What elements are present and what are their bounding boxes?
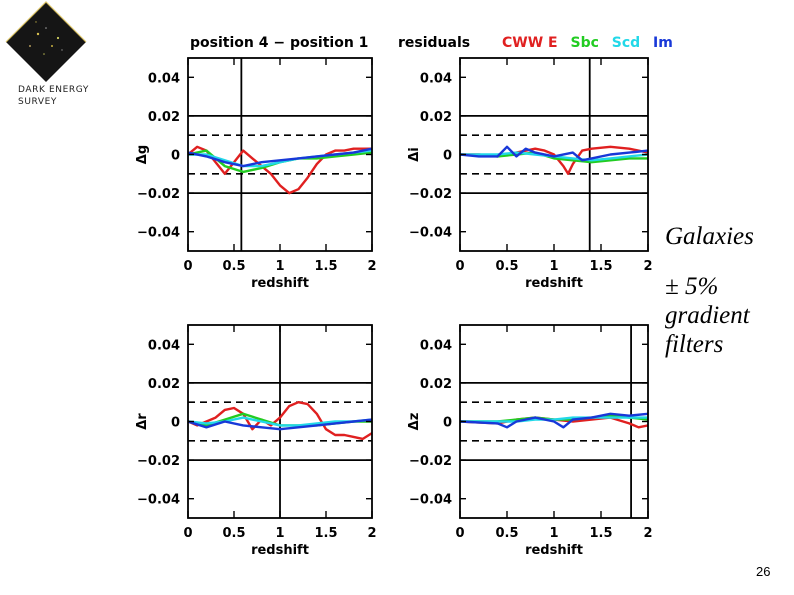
side-text-line-3: gradient bbox=[665, 302, 750, 329]
panel-2-ytick-label-0: 0.04 bbox=[148, 338, 180, 353]
logo-line-1: DARK ENERGY bbox=[18, 85, 89, 95]
legend-entry-0: CWW E bbox=[502, 35, 558, 51]
panel-2-series-0 bbox=[188, 401, 372, 441]
header-right-title: residuals bbox=[398, 35, 470, 51]
panel-1-series-3 bbox=[460, 145, 648, 162]
panel-0-xlabel: redshift bbox=[251, 276, 309, 291]
legend-entry-3: Im bbox=[653, 35, 673, 51]
panel-2-series-3 bbox=[188, 418, 372, 431]
panel-1-series-1 bbox=[460, 151, 648, 164]
panel-0-ytick-label-1: 0.02 bbox=[148, 110, 180, 125]
panel-1-ytick-label-1: 0.02 bbox=[420, 110, 452, 125]
page-number: 26 bbox=[756, 564, 771, 579]
panel-1-xtick-label-0: 0 bbox=[455, 259, 464, 274]
panel-0-ytick-label-4: −0.04 bbox=[137, 226, 180, 241]
panel-2-xtick-label-2: 1 bbox=[275, 526, 284, 541]
panel-2-ytick-label-2: 0 bbox=[171, 416, 180, 431]
panel-0-series bbox=[188, 145, 372, 195]
panel-1-ytick-label-0: 0.04 bbox=[420, 71, 452, 86]
panel-0-xtick-label-0: 0 bbox=[183, 259, 192, 274]
panel-0-ytick-label-2: 0 bbox=[171, 149, 180, 164]
panel-2-xlabel: redshift bbox=[251, 543, 309, 558]
panel-1-xtick-label-1: 0.5 bbox=[495, 259, 518, 274]
panel-2: 0.04 0.02 0 −0.02 −0.04 0 0.5 1 1.5 2 redshift Δr bbox=[135, 324, 377, 558]
panel-3-xtick-label-3: 1.5 bbox=[589, 526, 612, 541]
panel-2-ytick-label-3: −0.02 bbox=[137, 454, 180, 469]
panel-1-ytick-label-2: 0 bbox=[443, 149, 452, 164]
panel-0-ytick-label-0: 0.04 bbox=[148, 71, 180, 86]
panel-3-ytick-label-2: 0 bbox=[443, 416, 452, 431]
panel-3-ytick-label-1: 0.02 bbox=[420, 377, 452, 392]
legend: CWW E Sbc Scd Im bbox=[502, 35, 673, 51]
des-logo: DARK ENERGY SURVEY bbox=[0, 0, 130, 120]
panel-1-series-2 bbox=[460, 151, 648, 162]
panel-0-xtick-label-2: 1 bbox=[275, 259, 284, 274]
side-text: Galaxies bbox=[665, 222, 754, 251]
panel-3-ytick-label-3: −0.02 bbox=[409, 454, 452, 469]
panel-0-ylabel: Δg bbox=[135, 145, 150, 164]
panel-1: 0.04 0.02 0 −0.02 −0.04 0 0.5 1 1.5 2 redshift Δi bbox=[407, 57, 653, 291]
panel-3-xtick-label-1: 0.5 bbox=[495, 526, 518, 541]
logo-line-2: SURVEY bbox=[18, 97, 58, 107]
panel-2-ytick-label-1: 0.02 bbox=[148, 377, 180, 392]
legend-entry-1: Sbc bbox=[570, 35, 598, 51]
panel-2-ylabel: Δr bbox=[135, 413, 150, 430]
logo-wordmark: DARK ENERGY SURVEY bbox=[18, 84, 89, 108]
panel-3-series bbox=[460, 412, 648, 429]
panels: 0.040.020−0.02−0.040 0.5 1 1.5 2redshiftΔg0.… bbox=[135, 57, 653, 558]
panel-0-series-0 bbox=[188, 145, 372, 195]
side-text-line-4: filters bbox=[665, 331, 724, 358]
panel-2-xtick-label-0: 0 bbox=[183, 526, 192, 541]
panel-2-xtick-label-1: 0.5 bbox=[222, 526, 245, 541]
panel-0: 0.04 0.02 0 −0.02 −0.04 0 0.5 1 1.5 2 redshift Δg bbox=[135, 57, 377, 291]
panel-0-xtick-label-3: 1.5 bbox=[314, 259, 337, 274]
header-left-title: position 4 − position 1 bbox=[190, 35, 368, 51]
panel-3-series-3 bbox=[460, 412, 648, 429]
panel-3-ytick-label-0: 0.04 bbox=[420, 338, 452, 353]
panel-1-xtick-label-4: 2 bbox=[643, 259, 652, 274]
panel-3-xlabel: redshift bbox=[525, 543, 583, 558]
side-text-line-1: Galaxies bbox=[665, 223, 754, 250]
panel-3: 0.04 0.02 0 −0.02 −0.04 0 0.5 1 1.5 2 redshift Δz bbox=[407, 324, 653, 558]
panel-3-xtick-label-4: 2 bbox=[643, 526, 652, 541]
panel-3-ylabel: Δz bbox=[407, 413, 422, 431]
panel-3-ytick-label-4: −0.04 bbox=[409, 493, 452, 508]
panel-1-ylabel: Δi bbox=[407, 147, 422, 162]
legend-entry-2: Scd bbox=[612, 35, 640, 51]
panel-0-series-3 bbox=[188, 147, 372, 168]
panel-2-series bbox=[188, 401, 372, 441]
panel-3-xtick-label-2: 1 bbox=[549, 526, 558, 541]
panel-2-xtick-label-3: 1.5 bbox=[314, 526, 337, 541]
panel-0-xtick-label-1: 0.5 bbox=[222, 259, 245, 274]
panel-3-series-2 bbox=[460, 416, 648, 423]
panel-1-xtick-label-3: 1.5 bbox=[589, 259, 612, 274]
panel-1-xtick-label-2: 1 bbox=[549, 259, 558, 274]
panel-0-ytick-label-3: −0.02 bbox=[137, 187, 180, 202]
side-text-line-2: ± 5% bbox=[665, 273, 719, 300]
panel-1-series bbox=[460, 145, 648, 176]
panel-2-xtick-label-4: 2 bbox=[367, 526, 376, 541]
panel-0-xtick-label-4: 2 bbox=[367, 259, 376, 274]
panel-2-series-2 bbox=[188, 416, 372, 427]
panel-1-ytick-label-4: −0.04 bbox=[409, 226, 452, 241]
panel-1-ytick-label-3: −0.02 bbox=[409, 187, 452, 202]
panel-2-ytick-label-4: −0.04 bbox=[137, 493, 180, 508]
side-text-block: ± 5% gradient filters bbox=[665, 272, 750, 359]
panel-3-xtick-label-0: 0 bbox=[455, 526, 464, 541]
panel-1-xlabel: redshift bbox=[525, 276, 583, 291]
